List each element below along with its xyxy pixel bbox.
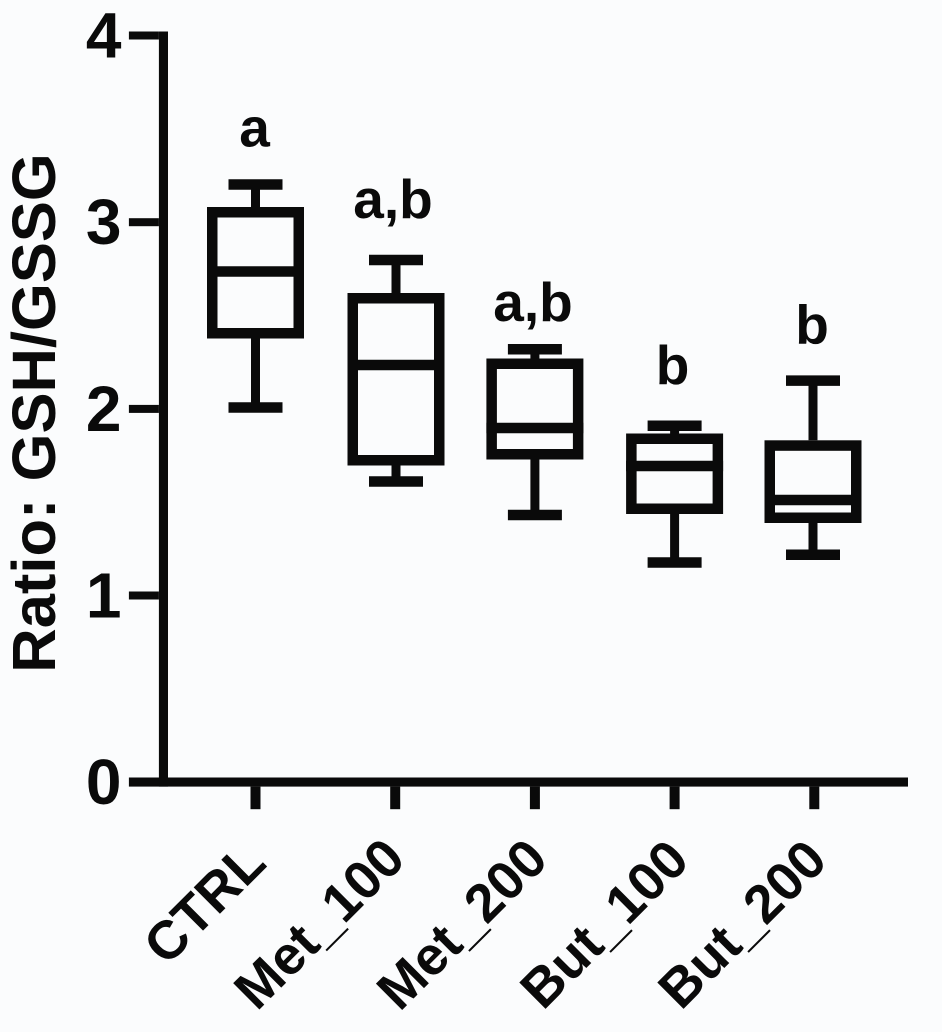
svg-text:3: 3 — [86, 186, 122, 258]
svg-text:1: 1 — [86, 560, 122, 632]
svg-text:2: 2 — [86, 373, 122, 445]
svg-text:b: b — [656, 334, 690, 396]
svg-text:a,b: a,b — [493, 271, 572, 333]
svg-text:Ratio: GSH/GSSG: Ratio: GSH/GSSG — [0, 153, 69, 672]
svg-text:b: b — [795, 293, 829, 355]
svg-text:4: 4 — [86, 0, 122, 72]
svg-text:a,b: a,b — [353, 168, 432, 230]
svg-text:a: a — [239, 97, 270, 159]
svg-text:0: 0 — [86, 746, 122, 818]
